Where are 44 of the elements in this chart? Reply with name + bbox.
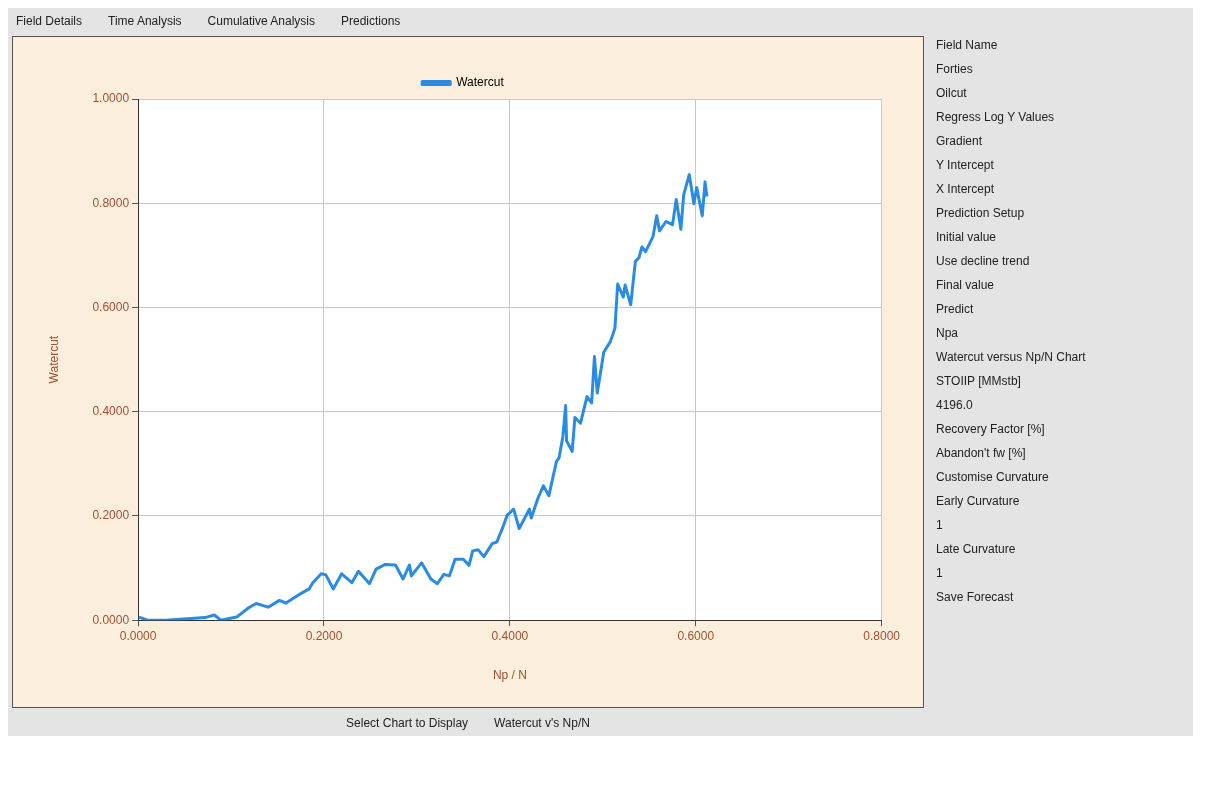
text: Y Intercept xyxy=(935,157,995,174)
legend-label: Watercut xyxy=(456,75,505,90)
text: Forties xyxy=(935,61,974,78)
text: Early Curvature xyxy=(935,493,1021,510)
text: Late Curvature xyxy=(935,541,1017,558)
text: STOIIP [MMstb] xyxy=(935,373,1022,390)
text: Field Name xyxy=(935,37,999,54)
text: Npa xyxy=(935,325,959,342)
text: Predict xyxy=(935,301,975,318)
y-tick-label: 0.4000 xyxy=(92,404,130,419)
x-tick-label: 0.6000 xyxy=(677,628,715,643)
text: Final value xyxy=(935,277,996,294)
x-tick-label: 0.4000 xyxy=(491,628,529,643)
y-tick-label: 0.0000 xyxy=(92,612,130,627)
text: 1 xyxy=(935,517,944,534)
text: Use decline trend xyxy=(935,253,1031,270)
text: 1 xyxy=(935,565,944,582)
y-tick-label: 0.2000 xyxy=(92,508,130,523)
text: Predictions xyxy=(340,13,402,30)
text: Time Analysis xyxy=(107,13,183,30)
text: X Intercept xyxy=(935,181,996,198)
text: 4196.0 xyxy=(935,397,974,414)
text: Save Forecast xyxy=(935,589,1015,606)
text: Oilcut xyxy=(935,85,968,102)
text: Watercut versus Np/N Chart xyxy=(935,349,1087,366)
x-tick-label: 0.0000 xyxy=(119,628,157,643)
x-tick-label: 0.8000 xyxy=(863,628,901,643)
text: Initial value xyxy=(935,229,998,246)
text: Regress Log Y Values xyxy=(935,109,1056,126)
y-axis-title: Watercut xyxy=(46,335,61,384)
text: Field Details xyxy=(15,13,84,30)
x-axis-title: Np / N xyxy=(492,668,527,683)
text: Select Chart to Display xyxy=(345,715,470,732)
text: Cumulative Analysis xyxy=(206,13,316,30)
y-tick-label: 0.8000 xyxy=(92,195,130,210)
text: Recovery Factor [%] xyxy=(935,421,1046,438)
text: Customise Curvature xyxy=(935,469,1050,486)
text: Abandon't fw [%] xyxy=(935,445,1027,462)
text: Watercut v's Np/N xyxy=(493,715,591,732)
text: Gradient xyxy=(935,133,984,150)
y-tick-label: 1.0000 xyxy=(92,91,130,106)
text: Prediction Setup xyxy=(935,205,1026,222)
y-tick-label: 0.6000 xyxy=(92,299,130,314)
x-tick-label: 0.2000 xyxy=(305,628,343,643)
